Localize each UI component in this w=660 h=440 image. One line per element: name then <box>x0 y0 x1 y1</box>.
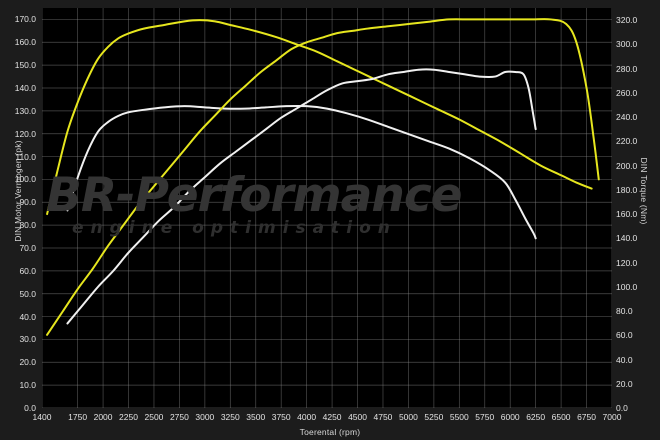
y-tick-right: 160.0 <box>616 209 638 220</box>
y-tick-right: 60.0 <box>616 330 633 341</box>
y-tick-right: 40.0 <box>616 354 633 365</box>
y-tick-left: 160.0 <box>14 37 36 48</box>
y-tick-left: 40.0 <box>19 311 36 322</box>
x-tick: 2000 <box>93 412 113 422</box>
y-tick-left: 170.0 <box>14 14 36 25</box>
y-tick-right: 20.0 <box>616 378 633 389</box>
x-tick: 4000 <box>297 412 317 422</box>
y-tick-left: 150.0 <box>14 60 36 71</box>
curve-1 <box>66 104 537 240</box>
y-tick-left: 60.0 <box>19 265 36 276</box>
y-tick-right: 100.0 <box>616 281 638 292</box>
data-curves <box>46 18 600 336</box>
x-tick: 5000 <box>398 412 418 422</box>
y-tick-right: 80.0 <box>616 306 633 317</box>
x-tick: 3250 <box>220 412 240 422</box>
chart-canvas <box>42 8 612 408</box>
y-tick-left: 50.0 <box>19 288 36 299</box>
curve-3 <box>66 68 537 325</box>
y-tick-right: 320.0 <box>616 15 638 26</box>
x-tick: 2750 <box>169 412 189 422</box>
y-tick-left: 90.0 <box>19 197 36 208</box>
x-tick: 2500 <box>144 412 164 422</box>
x-tick: 1750 <box>68 412 88 422</box>
y-tick-left: 140.0 <box>14 83 36 93</box>
curve-0 <box>46 19 593 216</box>
y-tick-left: 80.0 <box>19 220 36 231</box>
y-tick-right: 0.0 <box>616 403 628 413</box>
y-tick-left: 100.0 <box>14 174 36 185</box>
x-tick: 3500 <box>246 412 266 422</box>
y-axis-left-title: DIN Motor Vermogen (pk) <box>13 140 23 242</box>
y-tick-left: 130.0 <box>14 105 36 116</box>
x-tick: 6750 <box>577 412 596 422</box>
y-tick-right: 200.0 <box>616 160 638 171</box>
y-tick-right: 140.0 <box>616 233 638 244</box>
x-tick: 3750 <box>271 412 291 422</box>
y-tick-left: 10.0 <box>19 380 36 391</box>
y-tick-left: 70.0 <box>19 243 36 253</box>
y-tick-left: 30.0 <box>19 334 36 345</box>
x-tick: 2250 <box>119 412 138 422</box>
x-tick: 1400 <box>32 412 52 422</box>
y-tick-left: 120.0 <box>14 128 36 139</box>
y-tick-right: 260.0 <box>616 87 638 98</box>
y-tick-right: 240.0 <box>616 112 638 123</box>
x-tick: 4500 <box>348 412 367 422</box>
y-tick-left: 0.0 <box>24 403 36 413</box>
x-tick: 4250 <box>322 412 342 422</box>
y-tick-right: 280.0 <box>616 63 638 74</box>
x-axis-title: Toerental (rpm) <box>299 427 361 437</box>
y-tick-left: 110.0 <box>15 151 36 162</box>
x-tick: 6250 <box>526 412 546 422</box>
y-tick-right: 120.0 <box>616 257 638 268</box>
x-tick: 7000 <box>602 412 622 422</box>
x-tick: 5750 <box>475 412 495 422</box>
x-tick: 3000 <box>195 412 215 422</box>
y-tick-right: 300.0 <box>616 39 638 50</box>
x-tick: 5250 <box>424 412 444 422</box>
curve-2 <box>46 18 600 336</box>
x-tick: 6500 <box>551 412 571 422</box>
y-tick-right: 220.0 <box>616 136 638 147</box>
plot-area <box>42 8 612 408</box>
x-tick: 4750 <box>373 412 393 422</box>
y-tick-right: 180.0 <box>616 184 638 195</box>
x-tick: 6000 <box>500 412 520 422</box>
x-tick: 5500 <box>449 412 469 422</box>
y-tick-left: 20.0 <box>19 357 36 368</box>
grid-lines <box>42 8 612 408</box>
